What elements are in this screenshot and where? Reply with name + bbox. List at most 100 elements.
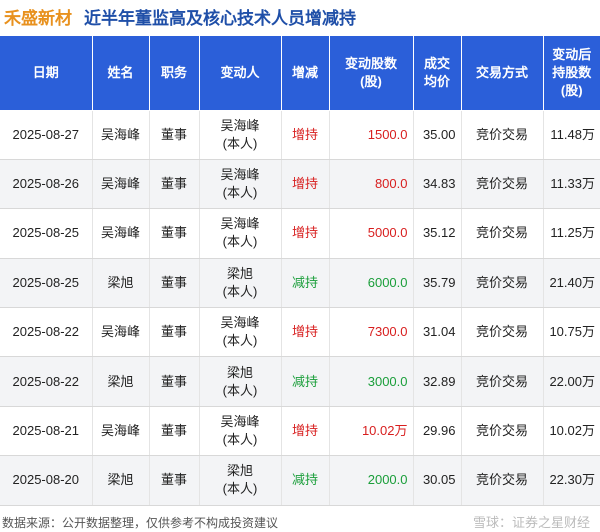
column-header: 交易方式 [461,36,544,111]
price-cell: 32.89 [413,356,462,407]
person-cell: 吴海峰 (本人) [199,208,282,259]
name-cell: 吴海峰 [92,307,150,358]
role-cell: 董事 [149,159,200,210]
holdings-after-cell: 10.02万 [543,406,600,457]
column-header-line: 姓名 [107,64,134,80]
person-cell: 吴海峰 (本人) [199,406,282,457]
person-line: (本人) [222,382,258,398]
person-line: (本人) [222,234,258,250]
price-cell: 35.00 [413,110,462,160]
change-cell: 增持 [281,406,330,457]
column-header: 日期 [0,36,93,111]
name-cell: 吴海峰 [92,208,150,259]
shares-cell: 1500.0 [329,110,414,160]
name-cell: 吴海峰 [92,110,150,160]
person-line: (本人) [222,283,258,299]
column-header-line: 职务 [160,64,187,80]
column-header-line: 日期 [32,64,59,80]
person-line: (本人) [222,333,258,349]
column-header-line: 交易方式 [475,64,528,80]
method-cell: 竞价交易 [461,356,544,407]
person-line: 吴海峰 [220,315,260,331]
column-header: 增减 [281,36,330,111]
person-line: 吴海峰 [220,167,260,183]
table-row: 2025-08-25 梁旭 董事 梁旭 (本人) 减持 6000.0 35.79 竞价交易 21.… [0,258,600,309]
person-line: 吴海峰 [220,414,260,430]
price-cell: 34.83 [413,159,462,210]
change-cell: 增持 [281,208,330,259]
table-row: 2025-08-25 吴海峰 董事 吴海峰 (本人) 增持 5000.0 35.12 竞价交易 1… [0,208,600,259]
name-cell: 吴海峰 [92,159,150,210]
column-header: 变动人 [199,36,282,111]
data-source-note: 数据来源：公开数据整理，仅供参考不构成投资建议 [2,516,279,530]
column-header: 成交 均价 [413,36,462,111]
role-cell: 董事 [149,110,200,160]
date-cell: 2025-08-22 [0,307,93,358]
date-cell: 2025-08-25 [0,208,93,259]
role-cell: 董事 [149,307,200,358]
person-cell: 梁旭 (本人) [199,455,282,506]
column-header-line: (股) [560,82,583,98]
change-cell: 减持 [281,258,330,309]
holdings-table: 日期 姓名 职务 变动人 增减 变动股数 (股) 成交 均价 交易方式 变动后 持股数 (股) 2025… [0,36,600,506]
column-header-line: 均价 [423,73,450,89]
shares-cell: 3000.0 [329,356,414,407]
shares-cell: 800.0 [329,159,414,210]
brand-watermark: 雪球：证券之星财经 [472,515,590,530]
change-cell: 增持 [281,110,330,160]
person-cell: 吴海峰 (本人) [199,110,282,160]
person-line: 吴海峰 [220,216,260,232]
method-cell: 竞价交易 [461,159,544,210]
holdings-table-wrap: 日期 姓名 职务 变动人 增减 变动股数 (股) 成交 均价 交易方式 变动后 持股数 (股) 2025… [0,36,600,506]
table-row: 2025-08-27 吴海峰 董事 吴海峰 (本人) 增持 1500.0 35.00 竞价交易 1… [0,110,600,160]
table-body: 2025-08-27 吴海峰 董事 吴海峰 (本人) 增持 1500.0 35.00 竞价交易 1… [0,110,600,506]
price-cell: 29.96 [413,406,462,457]
shares-cell: 6000.0 [329,258,414,309]
method-cell: 竞价交易 [461,208,544,259]
holdings-after-cell: 11.33万 [543,159,600,210]
role-cell: 董事 [149,258,200,309]
person-line: (本人) [222,185,258,201]
holdings-after-cell: 11.25万 [543,208,600,259]
person-line: (本人) [222,432,258,448]
date-cell: 2025-08-22 [0,356,93,407]
price-cell: 35.12 [413,208,462,259]
table-header: 日期 姓名 职务 变动人 增减 变动股数 (股) 成交 均价 交易方式 变动后 持股数 (股) [0,36,600,111]
page-title: 近半年董监高及核心技术人员增减持 [84,8,356,28]
date-cell: 2025-08-20 [0,455,93,506]
shares-cell: 7300.0 [329,307,414,358]
date-cell: 2025-08-25 [0,258,93,309]
person-line: 吴海峰 [220,117,260,133]
date-cell: 2025-08-27 [0,110,93,160]
person-cell: 梁旭 (本人) [199,356,282,407]
person-line: (本人) [222,481,258,497]
method-cell: 竞价交易 [461,110,544,160]
name-cell: 吴海峰 [92,406,150,457]
date-cell: 2025-08-21 [0,406,93,457]
column-header: 变动股数 (股) [329,36,414,111]
stock-name: 禾盛新材 [4,8,72,28]
holdings-after-cell: 10.75万 [543,307,600,358]
table-row: 2025-08-22 梁旭 董事 梁旭 (本人) 减持 3000.0 32.89 竞价交易 22.… [0,356,600,407]
column-header-line: 变动后 [552,46,592,62]
method-cell: 竞价交易 [461,406,544,457]
method-cell: 竞价交易 [461,258,544,309]
role-cell: 董事 [149,208,200,259]
holdings-after-cell: 22.00万 [543,356,600,407]
name-cell: 梁旭 [92,258,150,309]
column-header-line: 成交 [423,55,450,71]
name-cell: 梁旭 [92,356,150,407]
shares-cell: 10.02万 [329,406,414,457]
person-line: 梁旭 [226,364,253,380]
column-header-line: 增减 [291,64,318,80]
date-cell: 2025-08-26 [0,159,93,210]
shares-cell: 5000.0 [329,208,414,259]
method-cell: 竞价交易 [461,455,544,506]
person-line: 梁旭 [226,265,253,281]
role-cell: 董事 [149,356,200,407]
holdings-after-cell: 22.30万 [543,455,600,506]
change-cell: 增持 [281,159,330,210]
header-row: 日期 姓名 职务 变动人 增减 变动股数 (股) 成交 均价 交易方式 变动后 持股数 (股) [0,36,600,111]
change-cell: 减持 [281,356,330,407]
column-header: 姓名 [92,36,150,111]
